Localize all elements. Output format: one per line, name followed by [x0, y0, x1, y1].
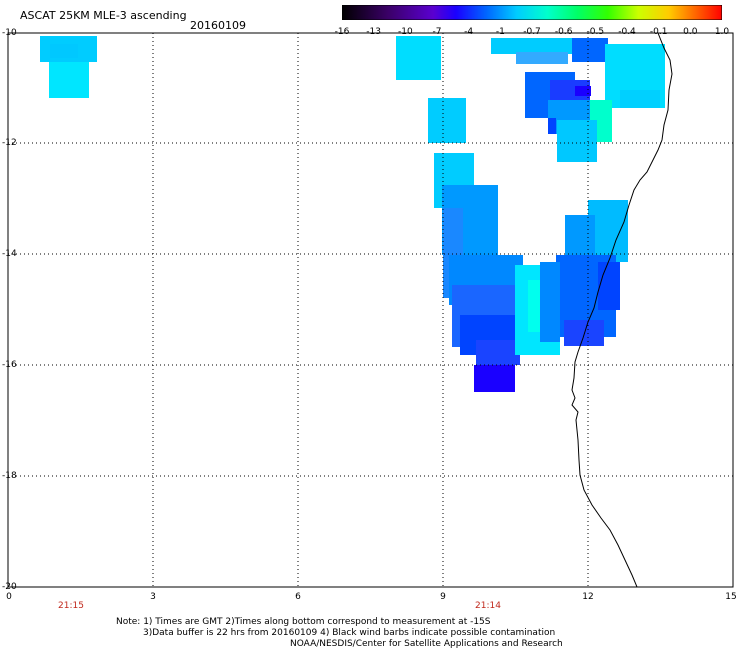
y-tick-label: -20 [2, 582, 17, 592]
y-tick-label: -12 [2, 138, 17, 148]
x-tick-label: 15 [725, 592, 737, 602]
wind-cell [49, 62, 89, 98]
wind-cells [40, 36, 665, 392]
colorbar-tick-label: -7 [432, 27, 442, 37]
x-tick-label: 0 [6, 592, 12, 602]
wind-cell [50, 44, 78, 58]
note-line: 3)Data buffer is 22 hrs from 20160109 4)… [143, 628, 556, 638]
colorbar-tick-label: 1.0 [714, 27, 730, 37]
plot-frame [7, 32, 734, 588]
colorbar-tick-label: 0.0 [683, 27, 698, 37]
wind-cell [516, 52, 568, 64]
colorbar-tick-label: -16 [334, 27, 350, 37]
time-label: 21:14 [475, 601, 501, 611]
wind-cell [474, 365, 515, 392]
y-tick-label: -14 [2, 249, 17, 259]
colorbar-tick-label: -4 [464, 27, 474, 37]
colorbar-tick-label: -1 [495, 27, 505, 37]
wind-cell [476, 340, 520, 365]
wind-cell [548, 118, 556, 134]
note-line: NOAA/NESDIS/Center for Satellite Applica… [290, 639, 563, 649]
wind-cell [396, 36, 441, 80]
gridlines [8, 33, 733, 587]
colorbar-tick-label: -13 [366, 27, 382, 37]
map-date: 20160109 [190, 19, 246, 32]
wind-cell [620, 90, 660, 108]
wind-cell [598, 262, 620, 310]
y-tick-label: -16 [2, 360, 17, 370]
note-line: Note: 1) Times are GMT 2)Times along bot… [116, 617, 491, 627]
colorbar-tick-label: -0.5 [586, 27, 605, 37]
colorbar-tick-label: -10 [397, 27, 413, 37]
wind-cell [575, 86, 591, 96]
wind-cell [428, 98, 466, 143]
y-tick-label: -10 [2, 28, 17, 38]
x-tick-label: 6 [295, 592, 301, 602]
colorbar-tick-label: -0.4 [618, 27, 636, 37]
colorbar-tick-label: -0.6 [554, 27, 573, 37]
colorbar-tick-label: -0.7 [523, 27, 541, 37]
time-label: 21:15 [58, 601, 84, 611]
wind-cell [540, 262, 560, 342]
wind-cell [564, 320, 604, 346]
wind-cell [572, 38, 608, 62]
x-tick-label: 3 [150, 592, 156, 602]
colorbar-tick-label: -0.1 [649, 27, 668, 37]
coastline [571, 32, 673, 588]
y-tick-label: -18 [2, 471, 17, 481]
map-title: ASCAT 25KM MLE-3 ascending [20, 9, 187, 22]
x-tick-label: 12 [582, 592, 594, 602]
x-tick-label: 9 [440, 592, 446, 602]
wind-cell [557, 120, 597, 162]
